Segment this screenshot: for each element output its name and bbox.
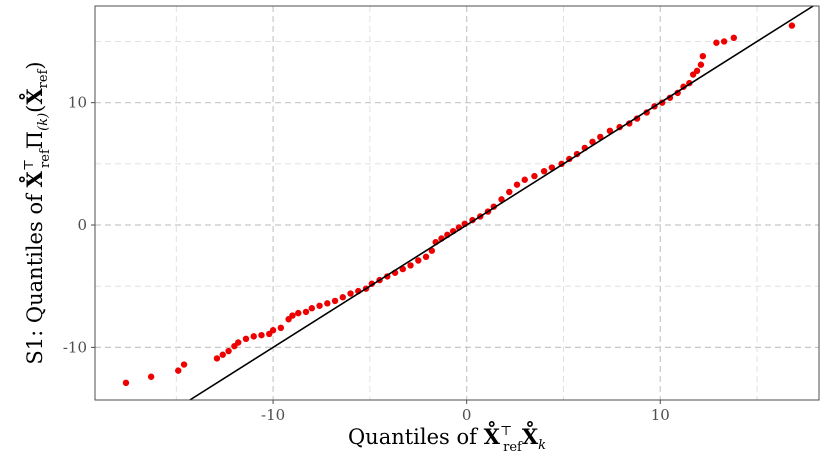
y-axis-title-math-b: X̊ <box>19 88 47 105</box>
data-point <box>324 300 331 307</box>
data-point <box>180 361 188 368</box>
data-point <box>258 331 265 339</box>
data-point <box>597 133 604 141</box>
x-tick-label: 0 <box>462 406 472 424</box>
x-axis-title-math-a: X̊ <box>484 421 501 449</box>
data-point <box>316 302 323 309</box>
data-point <box>295 309 302 317</box>
plot-border <box>94 5 820 401</box>
data-point <box>415 257 422 264</box>
data-point <box>407 262 414 269</box>
data-point <box>213 355 221 362</box>
data-point <box>540 167 548 175</box>
y-tick-label: -10 <box>63 338 87 356</box>
data-point <box>697 61 705 68</box>
data-point <box>250 333 257 340</box>
y-axis-title-close: ) <box>23 61 47 69</box>
y-axis-title-prefix: S1: Quantiles of <box>23 187 47 364</box>
data-point <box>308 305 316 312</box>
x-axis-title-sub-b: k <box>538 438 546 453</box>
data-point <box>513 181 521 188</box>
data-point <box>589 138 596 146</box>
y-axis-title-sub-a: ref <box>38 148 53 168</box>
data-point <box>422 253 430 261</box>
y-tick-label: 0 <box>77 216 87 234</box>
y-axis-title-mid: Π <box>23 131 47 149</box>
data-point <box>269 327 277 334</box>
y-axis-ticks: -10 0 10 <box>63 94 95 356</box>
y-axis-title-sub-b: ref <box>36 68 51 88</box>
plot-panel <box>94 5 820 401</box>
data-point <box>219 351 226 358</box>
data-point <box>347 290 354 297</box>
data-point <box>147 373 155 380</box>
y-axis-title-sup-a: ⊤ <box>22 159 37 171</box>
data-point <box>693 67 701 75</box>
x-axis-title-sup-a: ⊤ <box>500 424 512 439</box>
y-axis-title-math-a: X̊ <box>19 170 47 187</box>
data-point <box>277 324 285 332</box>
data-point <box>428 247 436 254</box>
data-point <box>506 188 513 196</box>
data-point <box>235 339 242 346</box>
x-axis-title-prefix: Quantiles of <box>348 425 484 449</box>
data-point <box>498 196 505 203</box>
data-point <box>788 22 796 29</box>
data-point <box>521 176 528 183</box>
reference-line <box>189 5 814 401</box>
x-axis-title-math-b: X̊ <box>522 421 539 449</box>
data-point <box>730 34 738 42</box>
data-point <box>122 379 130 387</box>
y-tick-label: 10 <box>68 94 87 112</box>
y-axis-title: S1: Quantiles of X̊⊤refΠ(k)(X̊ref) <box>19 61 53 364</box>
data-point <box>713 39 720 46</box>
data-point <box>548 164 556 171</box>
y-axis-title-open: ( <box>23 105 47 113</box>
data-point <box>399 265 406 273</box>
data-point <box>531 172 538 180</box>
x-tick-label: -10 <box>261 406 285 424</box>
x-axis-ticks: -10 0 10 <box>261 400 670 424</box>
data-point <box>302 308 310 316</box>
y-axis-title-sub-mid: (k) <box>36 113 51 131</box>
data-point <box>225 347 232 355</box>
x-axis-title: Quantiles of X̊⊤ refX̊k <box>348 421 546 455</box>
data-point <box>339 294 346 301</box>
data-point <box>606 127 614 135</box>
data-point <box>331 297 339 305</box>
data-point <box>242 335 250 343</box>
x-axis-title-sub-a: ref <box>503 440 523 455</box>
data-point <box>720 38 728 45</box>
data-point <box>289 312 296 319</box>
grid-lines <box>95 6 819 400</box>
data-point <box>175 367 182 374</box>
x-tick-label: 10 <box>651 406 670 424</box>
data-point <box>699 52 707 60</box>
